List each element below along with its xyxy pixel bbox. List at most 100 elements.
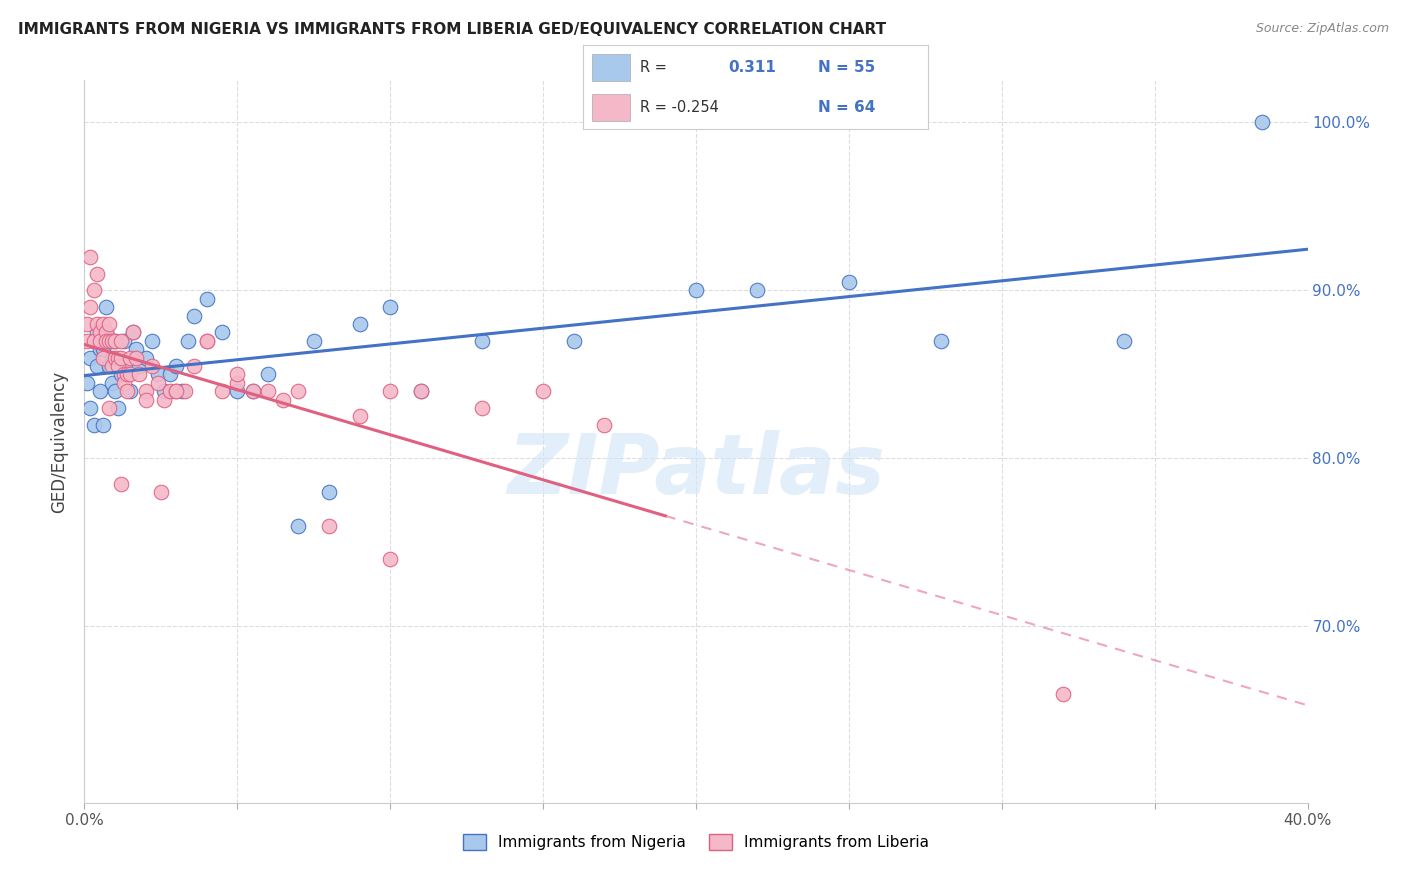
Point (685, 283, 707, 297)
Point (318, 485, 340, 500)
Y-axis label: GED/Equivalency: GED/Equivalency (51, 370, 69, 513)
Point (135, 392, 157, 407)
Point (115, 359, 138, 373)
Point (97, 334, 120, 348)
Point (153, 392, 176, 407)
Text: 0.311: 0.311 (728, 60, 776, 75)
Point (97, 401, 120, 415)
Point (195, 334, 218, 348)
Point (79, 300, 101, 314)
Point (86, 359, 108, 373)
Point (83, 417, 105, 432)
Point (141, 359, 163, 373)
Point (183, 309, 205, 323)
Point (94, 326, 117, 340)
Point (211, 384, 233, 398)
Point (257, 368, 280, 382)
Point (79, 401, 101, 415)
Point (91, 317, 114, 331)
FancyBboxPatch shape (592, 54, 630, 81)
Point (76, 376, 98, 390)
Point (101, 359, 124, 373)
Point (172, 384, 194, 398)
Point (593, 417, 616, 432)
Point (287, 518, 309, 533)
Point (1052, 687, 1074, 701)
Point (318, 518, 340, 533)
Point (101, 376, 124, 390)
Point (122, 326, 145, 340)
Point (89, 384, 111, 398)
Point (83, 283, 105, 297)
Point (115, 384, 138, 398)
Point (195, 292, 218, 306)
Point (97, 359, 120, 373)
Point (271, 392, 294, 407)
Point (97, 317, 120, 331)
Point (122, 326, 145, 340)
Point (562, 334, 585, 348)
Point (471, 334, 494, 348)
Point (747, 283, 769, 297)
Point (165, 384, 187, 398)
Point (135, 351, 157, 365)
Point (107, 359, 129, 373)
Point (110, 334, 132, 348)
Point (165, 359, 187, 373)
Point (242, 384, 264, 398)
Point (104, 334, 127, 348)
Legend: Immigrants from Nigeria, Immigrants from Liberia: Immigrants from Nigeria, Immigrants from… (457, 829, 935, 856)
Point (89, 326, 111, 340)
Text: N = 64: N = 64 (818, 100, 875, 115)
Point (1114, 334, 1136, 348)
Point (112, 334, 135, 348)
Point (287, 384, 309, 398)
Point (89, 334, 111, 348)
Point (226, 384, 249, 398)
Point (91, 351, 114, 365)
Point (471, 401, 494, 415)
Point (183, 359, 205, 373)
Point (76, 317, 98, 331)
Point (226, 376, 249, 390)
Point (101, 351, 124, 365)
Text: N = 55: N = 55 (818, 60, 875, 75)
Point (141, 334, 163, 348)
Point (110, 351, 132, 365)
Point (128, 359, 150, 373)
Text: Source: ZipAtlas.com: Source: ZipAtlas.com (1256, 22, 1389, 36)
Point (79, 250, 101, 264)
Point (97, 334, 120, 348)
Point (1250, 115, 1272, 129)
Point (380, 300, 402, 314)
Text: ZIPatlas: ZIPatlas (508, 430, 884, 511)
Point (104, 334, 127, 348)
Point (94, 334, 117, 348)
Point (146, 368, 169, 382)
Point (165, 384, 187, 398)
Point (112, 368, 135, 382)
Point (242, 384, 264, 398)
Point (115, 368, 138, 382)
Point (195, 334, 218, 348)
Point (153, 384, 176, 398)
Point (89, 342, 111, 356)
Point (101, 334, 124, 348)
Point (531, 384, 554, 398)
Point (94, 300, 117, 314)
Point (86, 326, 108, 340)
Point (159, 384, 181, 398)
Point (211, 326, 233, 340)
Point (929, 334, 952, 348)
Point (94, 326, 117, 340)
Point (104, 384, 127, 398)
Point (120, 351, 142, 365)
Point (83, 334, 105, 348)
Point (91, 342, 114, 356)
Point (76, 334, 98, 348)
Point (349, 409, 371, 424)
Point (107, 401, 129, 415)
Point (177, 334, 200, 348)
Point (146, 376, 169, 390)
Point (104, 351, 127, 365)
